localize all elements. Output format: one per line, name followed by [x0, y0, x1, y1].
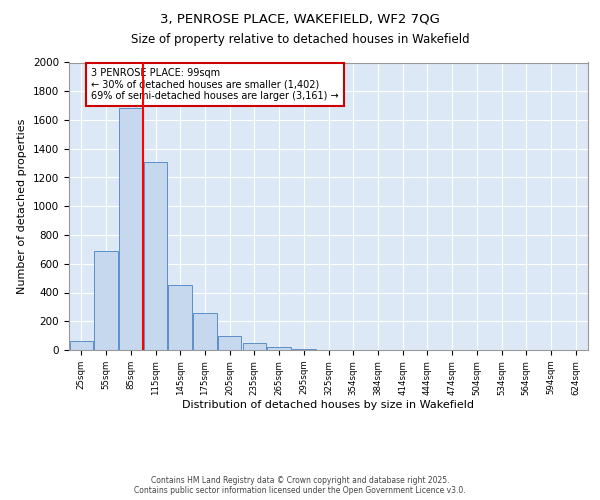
- Bar: [119, 108, 143, 350]
- Bar: [218, 336, 241, 350]
- Bar: [169, 286, 192, 350]
- Y-axis label: Number of detached properties: Number of detached properties: [17, 118, 28, 294]
- Text: 3 PENROSE PLACE: 99sqm
← 30% of detached houses are smaller (1,402)
69% of semi-: 3 PENROSE PLACE: 99sqm ← 30% of detached…: [91, 68, 339, 102]
- Bar: [193, 314, 217, 350]
- Text: 3, PENROSE PLACE, WAKEFIELD, WF2 7QG: 3, PENROSE PLACE, WAKEFIELD, WF2 7QG: [160, 12, 440, 26]
- Text: Contains HM Land Registry data © Crown copyright and database right 2025.
Contai: Contains HM Land Registry data © Crown c…: [134, 476, 466, 495]
- Bar: [242, 343, 266, 350]
- Bar: [144, 162, 167, 350]
- X-axis label: Distribution of detached houses by size in Wakefield: Distribution of detached houses by size …: [182, 400, 475, 410]
- Bar: [268, 347, 291, 350]
- Bar: [94, 251, 118, 350]
- Bar: [70, 340, 93, 350]
- Text: Size of property relative to detached houses in Wakefield: Size of property relative to detached ho…: [131, 32, 469, 46]
